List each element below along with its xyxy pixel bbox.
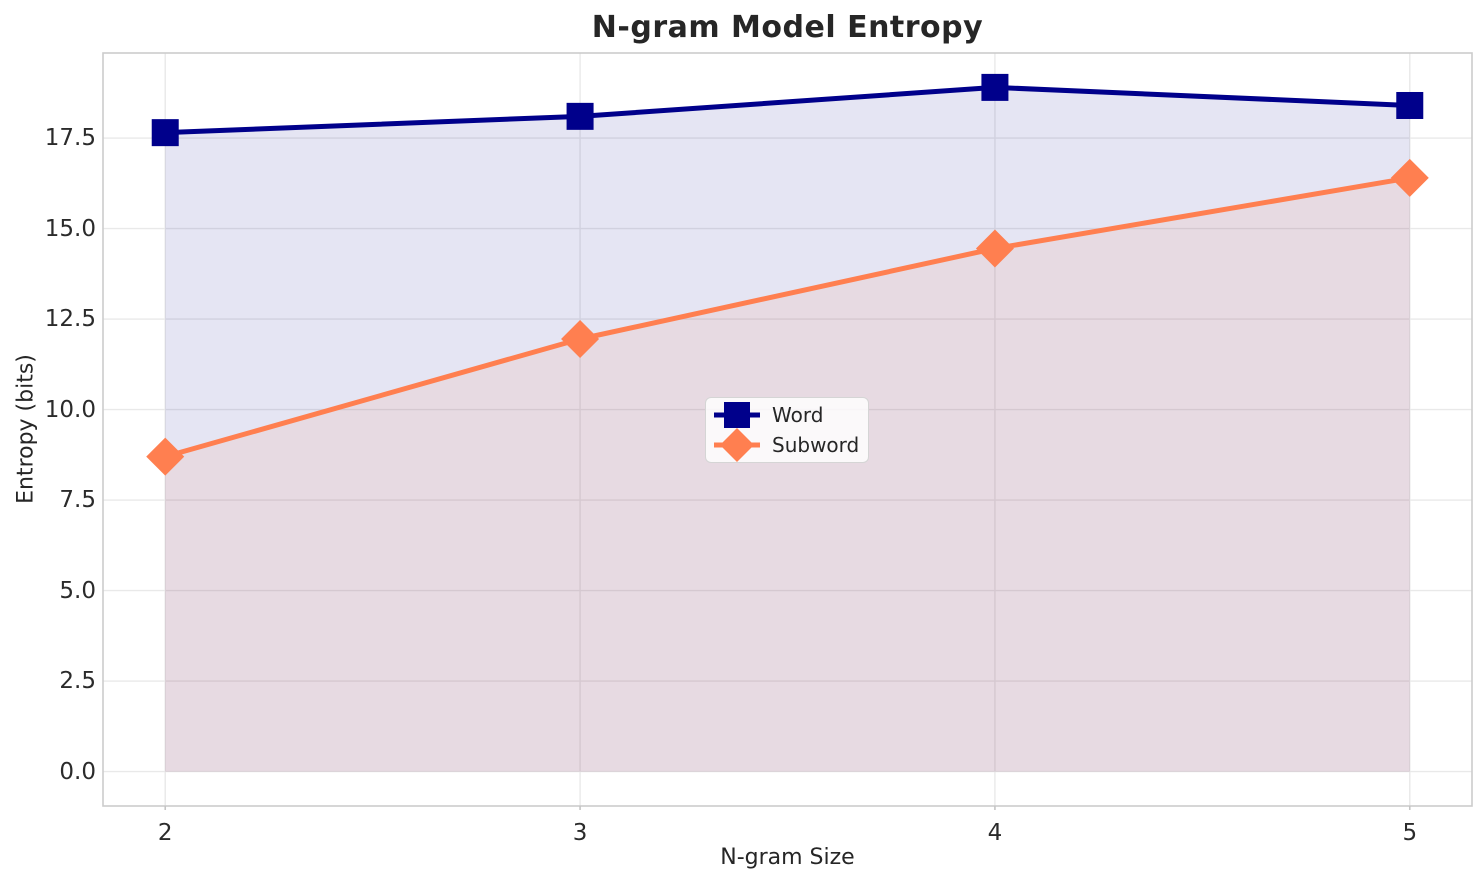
y-axis-label: Entropy (bits) [13,354,39,504]
subword-series-line [162,175,1413,460]
subword-marker-x5 [1390,158,1429,197]
legend: Word Subword [705,397,869,463]
subword-marker-x3 [561,319,600,358]
word-marker-x4 [981,73,1009,101]
y-tick-label: 15.0 [44,215,96,242]
y-tick-label: 10.0 [44,396,96,423]
y-tick-label: 2.5 [59,668,96,695]
word-series-line [162,84,1413,136]
word-marker-x3 [566,102,594,130]
word-legend-marker-icon [714,402,760,428]
subword-legend-marker-icon [714,428,760,462]
legend-item-subword: Subword [712,428,860,462]
x-tick-label: 2 [157,820,173,846]
subword-marker-x2 [146,437,185,476]
x-axis-label: N-gram Size [720,845,855,870]
subword-marker-x4 [975,229,1014,268]
plot-border [102,52,1473,807]
y-tick-label: 17.5 [44,125,96,152]
word-marker-x2 [151,119,179,147]
y-tick-label: 5.0 [59,577,96,604]
x-tick-label: 3 [572,820,588,846]
subword-fill-area [165,177,1410,772]
legend-item-word: Word [712,400,858,430]
legend-label-subword: Subword [772,433,860,457]
x-tick-label: 5 [1402,820,1418,846]
legend-square-icon [724,402,750,428]
x-tick-label: 4 [987,820,1003,846]
y-tick-label: 12.5 [44,306,96,333]
legend-diamond-icon [720,428,754,462]
y-tick-label: 7.5 [59,487,96,514]
chart-title: N-gram Model Entropy [591,10,984,45]
legend-label-word: Word [772,403,824,427]
word-marker-x5 [1396,91,1424,119]
y-tick-label: 0.0 [59,758,96,785]
